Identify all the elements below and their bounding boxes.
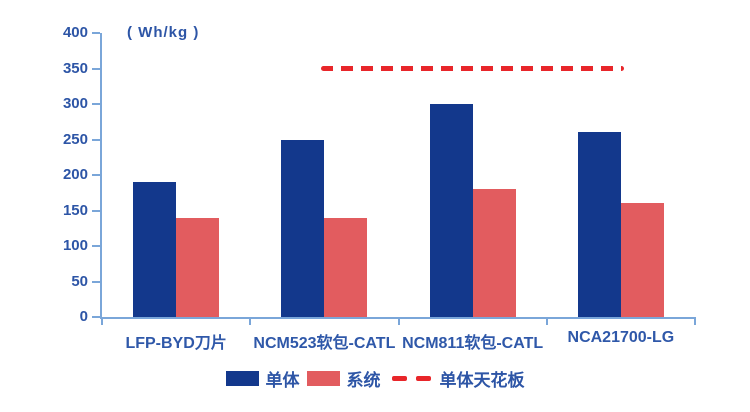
y-tick-mark xyxy=(92,280,100,283)
y-tick-mark xyxy=(92,138,100,141)
y-tick-mark xyxy=(92,316,100,318)
bar-system-4 xyxy=(620,203,664,317)
y-tick-mark xyxy=(92,67,100,70)
y-axis-tick-label: 100 xyxy=(62,237,88,254)
y-axis-tick-label: 400 xyxy=(62,24,88,41)
x-tick-mark xyxy=(101,317,103,325)
bar-group-4 xyxy=(547,33,695,317)
legend-swatch-system xyxy=(306,371,340,386)
y-tick-mark xyxy=(92,103,100,105)
y-tick-mark xyxy=(92,209,100,212)
y-axis-unit-label: ( Wh/kg ) xyxy=(127,24,200,41)
x-axis-label-4: NCA21700-LG xyxy=(547,329,695,347)
y-tick-mark xyxy=(92,245,100,247)
legend-label-ceiling: 单体天花板 xyxy=(439,371,525,390)
x-axis-label-text: NCM523软包-CATL xyxy=(253,335,396,352)
y-axis-tick-label: 350 xyxy=(62,59,88,77)
y-axis-tick-label: 50 xyxy=(71,272,88,290)
bar-cell-3 xyxy=(429,104,473,317)
bar-cell-1 xyxy=(133,182,177,317)
x-tick-mark xyxy=(694,317,696,325)
bar-group-1 xyxy=(102,33,250,317)
plot-area: 0 50 100 150 200 250 300 350 400 LFP-BYD刀片 NCM523软… xyxy=(63,24,696,352)
bar-group-3 xyxy=(399,33,547,317)
y-tick-mark xyxy=(92,174,100,176)
bar-group-2 xyxy=(250,33,398,317)
x-axis-label-1: LFP-BYD刀片 xyxy=(102,329,250,353)
x-tick-mark xyxy=(397,317,400,325)
legend-label-cell: 单体 xyxy=(265,371,300,390)
y-axis-tick-label: 200 xyxy=(62,166,88,183)
legend-swatch-cell xyxy=(225,371,259,386)
ceiling-dashed-line xyxy=(321,66,624,71)
y-axis-tick-label: 250 xyxy=(62,130,88,148)
x-tick-mark xyxy=(545,317,548,325)
chart-legend: 单体 系统 单体天花板 xyxy=(0,366,750,391)
bar-cell-2 xyxy=(281,139,325,317)
x-axis-label-3: NCM811软包-CATL xyxy=(399,329,547,353)
x-axis-label-2: NCM523软包-CATL xyxy=(250,329,398,353)
y-axis-tick-label: 150 xyxy=(62,201,88,219)
y-axis-tick-label: 0 xyxy=(79,308,88,325)
bar-system-3 xyxy=(472,189,516,317)
y-tick-mark xyxy=(92,32,100,34)
legend-label-system: 系统 xyxy=(346,371,381,390)
bar-system-1 xyxy=(176,217,220,317)
bar-system-2 xyxy=(324,217,368,317)
x-axis-label-text: NCM811软包-CATL xyxy=(402,335,544,352)
x-tick-mark xyxy=(249,317,252,325)
x-axis-label-text: LFP-BYD刀片 xyxy=(125,335,227,352)
legend-swatch-ceiling-dash xyxy=(391,376,431,381)
y-axis-tick-label: 300 xyxy=(62,95,88,112)
bar-cell-4 xyxy=(577,132,621,317)
x-axis-label-text: NCA21700-LG xyxy=(567,329,675,346)
